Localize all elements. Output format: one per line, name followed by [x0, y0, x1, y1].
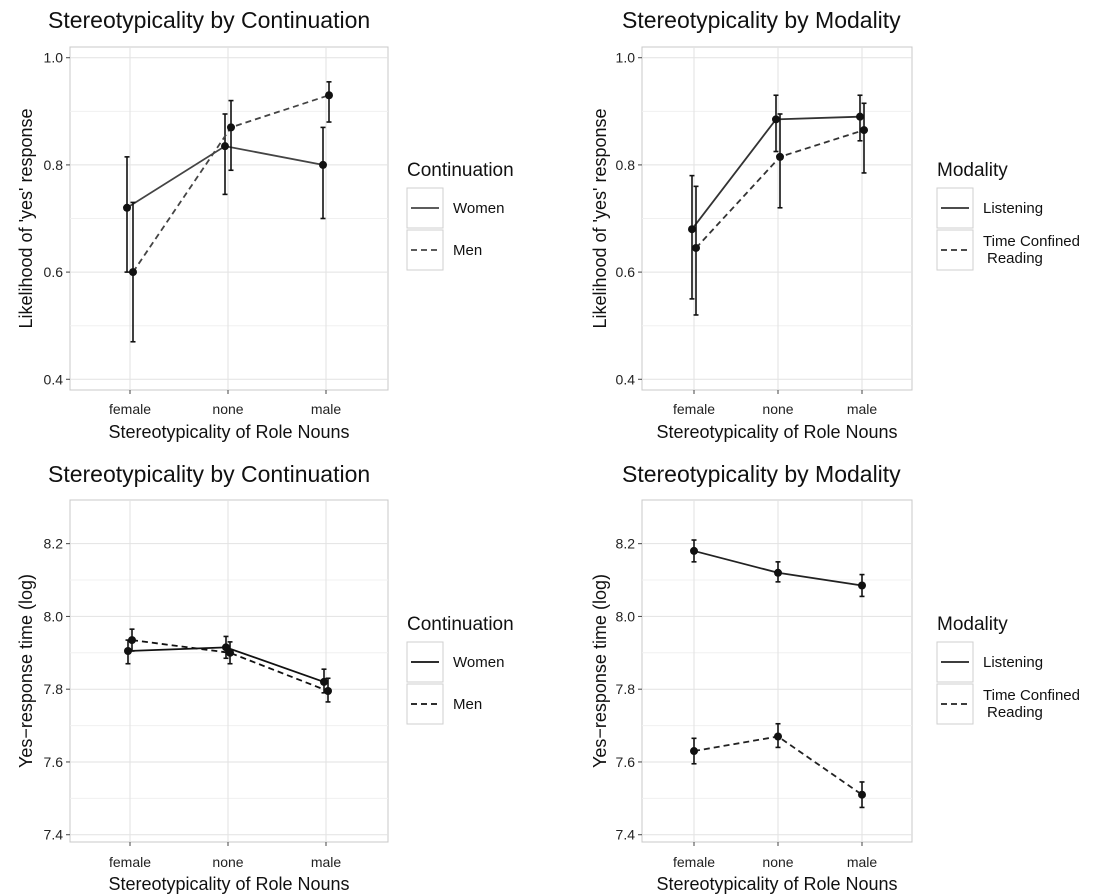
data-point [692, 243, 700, 252]
y-tick-label: 7.8 [44, 681, 64, 697]
legend-label: Time Confined Reading [983, 233, 1080, 267]
chart-panel-4: 7.4 7.6 7.8 8.0 8.2 female none male Stereotypic… [590, 461, 1080, 894]
chart-title: Stereotypicality by Modality [622, 461, 901, 487]
data-point [124, 646, 132, 655]
x-tick-label: female [109, 401, 151, 417]
y-tick-label: 0.4 [44, 371, 64, 387]
data-point [772, 115, 780, 124]
legend: Continuation Women Men [406, 160, 514, 271]
data-point [860, 126, 868, 135]
x-tick-label: male [847, 854, 878, 870]
x-tick-label: female [109, 854, 151, 870]
x-tick-label: none [762, 401, 793, 417]
y-tick-label: 0.4 [616, 371, 636, 387]
data-point [123, 203, 131, 212]
x-tick-label: none [212, 854, 243, 870]
data-point [324, 687, 332, 696]
x-tick-label: female [673, 401, 715, 417]
data-point [129, 268, 137, 277]
data-point [858, 581, 866, 590]
legend-label: Women [453, 200, 504, 217]
legend-title: Modality [937, 160, 1008, 181]
series-line-2 [131, 639, 329, 692]
x-axis-title: Stereotypicality of Role Nouns [656, 874, 897, 894]
x-axis-title: Stereotypicality of Role Nouns [108, 422, 349, 442]
data-point [319, 160, 327, 169]
data-point [320, 677, 328, 686]
x-tick-label: male [311, 401, 342, 417]
y-tick-label: 8.2 [616, 536, 636, 552]
data-point [858, 790, 866, 799]
x-tick-label: none [762, 854, 793, 870]
data-point [690, 546, 698, 555]
y-axis-title: Yes−response time (log) [16, 574, 36, 768]
data-point [227, 123, 235, 132]
legend-title: Continuation [407, 160, 514, 181]
data-point [774, 568, 782, 577]
data-point [776, 152, 784, 161]
plot-area [641, 499, 913, 843]
legend-title: Continuation [407, 614, 514, 635]
y-tick-label: 1.0 [616, 50, 636, 66]
x-tick-label: male [311, 854, 342, 870]
data-point [690, 747, 698, 756]
legend-label: Men [453, 696, 482, 713]
y-tick-label: 0.6 [616, 264, 636, 280]
y-tick-label: 7.6 [44, 754, 64, 770]
data-point [325, 91, 333, 100]
data-point [226, 648, 234, 657]
y-axis-title: Likelihood of 'yes' response [16, 108, 36, 328]
data-point [128, 636, 136, 645]
chart-title: Stereotypicality by Continuation [48, 461, 370, 487]
legend-label: Women [453, 654, 504, 671]
legend-label: Time Confined Reading [983, 687, 1080, 721]
y-tick-label: 0.6 [44, 264, 64, 280]
legend-label: Listening [983, 654, 1043, 671]
y-tick-label: 7.4 [616, 827, 636, 843]
y-tick-label: 0.8 [44, 157, 64, 173]
y-tick-label: 7.8 [616, 681, 636, 697]
y-tick-label: 7.6 [616, 754, 636, 770]
data-point [221, 142, 229, 151]
y-tick-label: 1.0 [44, 50, 64, 66]
y-tick-label: 0.8 [616, 157, 636, 173]
y-axis-title: Yes−response time (log) [590, 574, 610, 768]
chart-title: Stereotypicality by Modality [622, 7, 901, 33]
legend-title: Modality [937, 614, 1008, 635]
plot-area [69, 499, 389, 843]
y-tick-label: 8.0 [44, 608, 64, 624]
y-axis-title: Likelihood of 'yes' response [590, 108, 610, 328]
data-point [688, 225, 696, 234]
chart-panel-2: 0.4 0.6 0.8 1.0 female none male Stereotypicali… [590, 7, 1080, 442]
y-tick-label: 8.2 [44, 536, 64, 552]
chart-title: Stereotypicality by Continuation [48, 7, 370, 33]
x-tick-label: none [212, 401, 243, 417]
chart-panel-3: 7.4 7.6 7.8 8.0 8.2 female none male Stereotypic… [16, 461, 514, 894]
y-tick-label: 7.4 [44, 827, 64, 843]
legend-label: Men [453, 242, 482, 259]
legend: Continuation Women Men [406, 614, 514, 725]
x-tick-label: female [673, 854, 715, 870]
chart-panel-1: 0.4 0.6 0.8 1.0 female none male Stereotypicali… [16, 7, 514, 442]
x-axis-title: Stereotypicality of Role Nouns [656, 422, 897, 442]
legend-label: Listening [983, 200, 1043, 217]
data-point [774, 732, 782, 741]
legend: Modality Listening Time Confined Reading [936, 614, 1080, 725]
legend: Modality Listening Time Confined Reading [936, 160, 1080, 271]
y-tick-label: 8.0 [616, 608, 636, 624]
x-axis-title: Stereotypicality of Role Nouns [108, 874, 349, 894]
data-point [856, 112, 864, 121]
x-tick-label: male [847, 401, 878, 417]
